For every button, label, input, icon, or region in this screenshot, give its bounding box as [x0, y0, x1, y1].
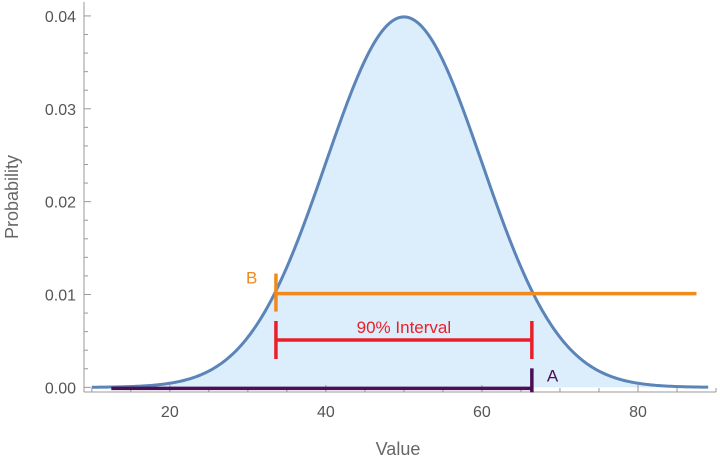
annotation-label-a: A	[547, 366, 559, 385]
y-axis-title: Probability	[2, 155, 22, 239]
axes	[83, 2, 716, 393]
x-tick-label: 20	[161, 404, 179, 421]
y-tick-label: 0.04	[45, 9, 76, 26]
x-tick-label: 80	[629, 404, 647, 421]
annotation-label-b: B	[246, 269, 257, 288]
y-tick-label: 0.03	[45, 102, 76, 119]
y-tick-label: 0.00	[45, 380, 76, 397]
density-curve	[91, 15, 709, 389]
x-axis-title: Value	[376, 439, 421, 459]
x-tick-label: 60	[473, 404, 491, 421]
annotation-label-interval: 90% Interval	[357, 318, 452, 337]
density-fill	[91, 16, 709, 388]
x-tick-label: 40	[317, 404, 335, 421]
ticks: 20 40 60 80 0.00 0.01 0.02 0.03 0.04	[45, 9, 717, 421]
y-tick-label: 0.02	[45, 195, 76, 212]
y-tick-label: 0.01	[45, 288, 76, 305]
annotations: A B 90% Interval	[111, 269, 697, 393]
plot-area	[91, 15, 709, 389]
